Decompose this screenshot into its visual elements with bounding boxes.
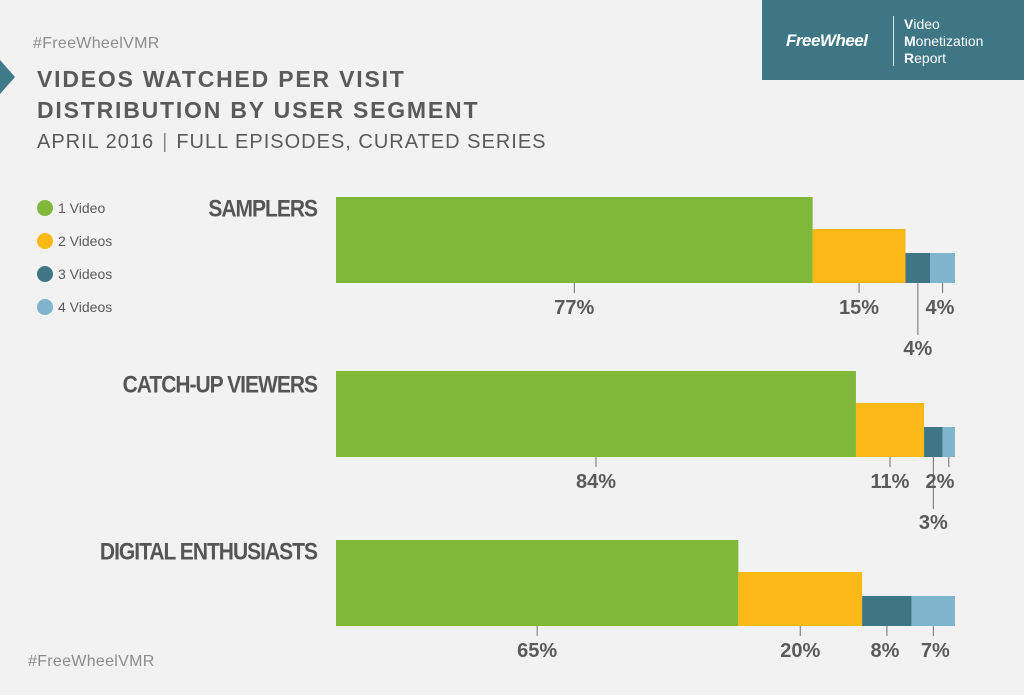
bar-segment [911,596,955,626]
legend-label: 2 Videos [58,233,113,249]
bar-segment [336,371,856,457]
chart-subtitle: APRIL 2016 | FULL EPISODES, CURATED SERIES [37,131,547,154]
report-line-1: Video [904,16,940,32]
bar-segment [855,403,925,457]
legend-label: 4 Videos [58,299,113,315]
subtitle-separator: | [162,131,169,153]
data-label: 11% [871,471,910,493]
data-label: 77% [554,297,594,319]
legend-swatch [37,266,53,282]
subtitle-scope: FULL EPISODES, CURATED SERIES [176,131,547,153]
data-label: 7% [921,640,950,662]
legend-label: 1 Video [58,200,106,216]
legend-label: 3 Videos [58,266,113,282]
data-label: 2% [926,471,955,493]
data-label: 8% [870,640,899,662]
bar-segment [942,427,955,457]
bar-segment [930,253,955,283]
segment-label: CATCH-UP VIEWERS [122,372,318,399]
data-label: 15% [839,297,879,319]
subtitle-date: APRIL 2016 [37,131,155,153]
bar-segment [738,572,863,626]
arrow-marker-icon [0,60,15,94]
data-label: 20% [780,640,820,662]
report-name: Video Monetization Report [904,16,983,67]
data-label: 4% [926,297,955,319]
brand-banner: FreeWheel Video Monetization Report [762,0,1024,80]
freewheel-logo: FreeWheel [786,31,868,50]
data-label: 3% [919,512,948,534]
chart-title-line-1: VIDEOS WATCHED PER VISIT [37,66,406,92]
legend-swatch [37,200,53,216]
hashtag-top: #FreeWheelVMR [33,35,160,52]
report-line-2: Monetization [904,33,984,49]
chart-title-line-2: DISTRIBUTION BY USER SEGMENT [37,97,480,123]
segment-label: SAMPLERS [208,196,318,223]
report-line-3: Report [904,50,947,66]
bar-segment [336,540,739,626]
bar-segment [905,253,931,283]
brand-divider [893,16,894,66]
data-label: 4% [903,338,932,360]
data-label: 84% [576,471,616,493]
legend-swatch [37,233,53,249]
legend-swatch [37,299,53,315]
bar-segment [812,229,906,283]
bar-segment [336,197,813,283]
data-label: 65% [517,640,557,662]
bar-segment [924,427,943,457]
hashtag-bottom: #FreeWheelVMR [28,653,155,670]
segment-label: DIGITAL ENTHUSIASTS [99,539,318,566]
bar-segment [862,596,912,626]
